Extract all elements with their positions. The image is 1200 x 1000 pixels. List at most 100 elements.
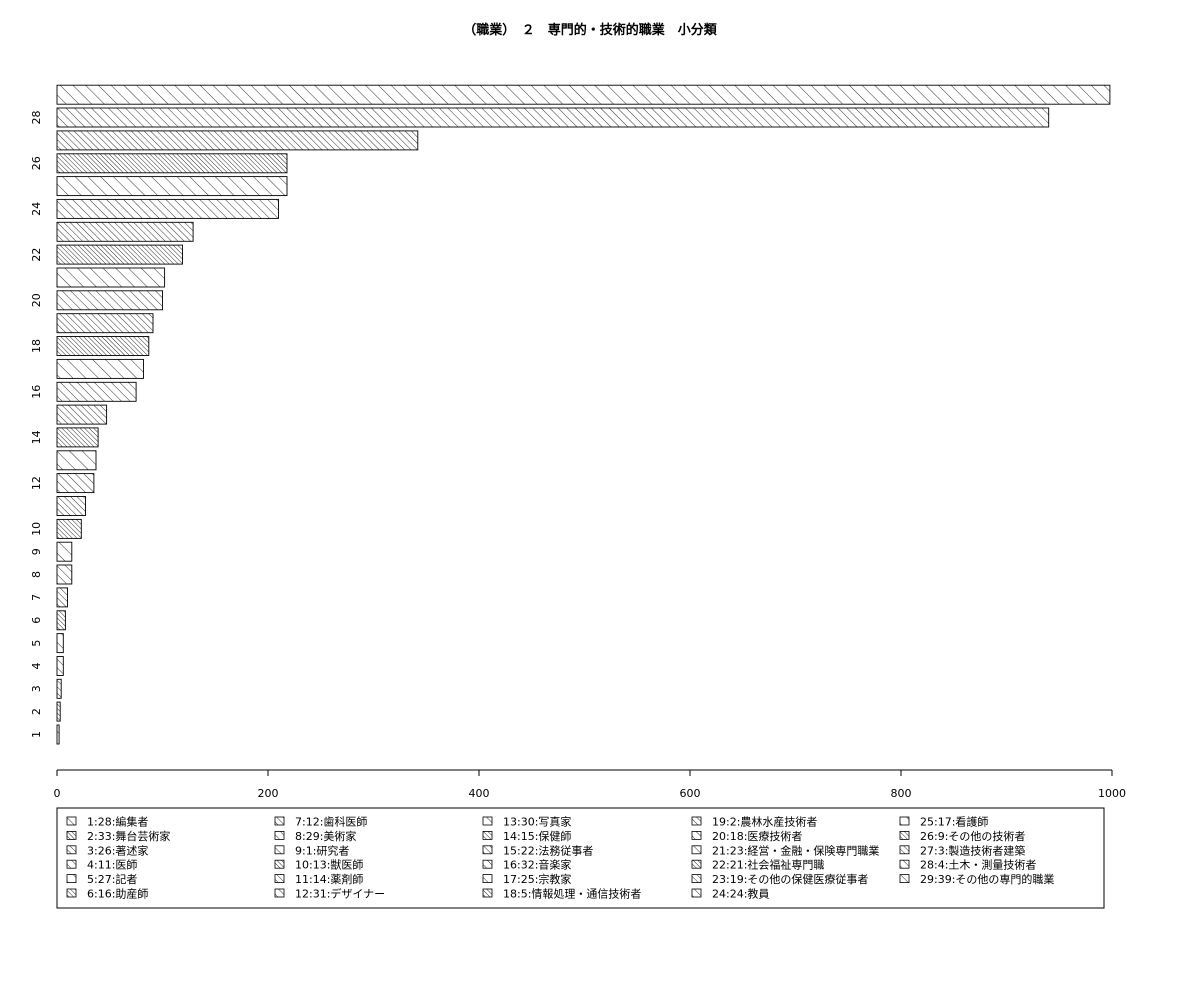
- legend-entry: 8:29:美術家: [295, 829, 356, 843]
- bar-27: [56, 130, 419, 151]
- y-tick-label: 26: [30, 156, 43, 170]
- legend-entry: 21:23:経営・金融・保険専門職業: [712, 843, 879, 857]
- bar-29: [56, 84, 1111, 105]
- bar-6: [56, 610, 66, 631]
- y-tick-label: 1: [30, 731, 43, 738]
- legend-swatch: [899, 831, 910, 840]
- y-tick-label: 7: [30, 594, 43, 601]
- legend-swatch: [66, 859, 77, 869]
- legend-entry: 9:1:研究者: [295, 843, 349, 857]
- y-tick-label: 12: [30, 476, 43, 490]
- legend-swatch: [274, 859, 285, 869]
- legend-swatch: [274, 816, 285, 826]
- bar-20: [56, 290, 163, 311]
- legend-swatch: [691, 888, 702, 898]
- legend-entry: 11:14:薬剤師: [295, 872, 363, 886]
- legend-entry: 15:22:法務従事者: [503, 843, 593, 857]
- legend-entry: 29:39:その他の専門的職業: [920, 872, 1054, 886]
- x-tick-label: 400: [469, 787, 490, 800]
- bar-4: [56, 656, 64, 676]
- legend-entry: 25:17:看護師: [920, 815, 988, 829]
- legend-swatch: [66, 845, 77, 855]
- legend-entry: 16:32:音楽家: [503, 858, 571, 872]
- legend-swatch: [691, 874, 702, 883]
- x-tick-label: 200: [258, 787, 279, 800]
- legend-swatch: [274, 874, 285, 883]
- legend-swatch: [274, 845, 285, 855]
- legend-swatch: [274, 831, 285, 840]
- y-tick-label: 20: [30, 293, 43, 307]
- legend-entry: 13:30:写真家: [503, 815, 571, 829]
- bar-9: [56, 541, 73, 562]
- legend-entry: 14:15:保健師: [503, 829, 571, 843]
- legend-swatch: [899, 816, 910, 826]
- x-tick-label: 800: [891, 787, 912, 800]
- bar-24: [56, 198, 279, 219]
- legend-swatch: [274, 888, 285, 898]
- bars-group: [56, 84, 1111, 745]
- legend-entry: 23:19:その他の保健医療従事者: [712, 872, 868, 886]
- bar-8: [56, 564, 73, 585]
- y-tick-label: 5: [30, 640, 43, 647]
- bar-7: [56, 587, 68, 608]
- legend-swatch: [482, 845, 493, 855]
- bar-12: [56, 473, 95, 494]
- legend-swatch: [482, 859, 493, 869]
- x-tick-label: 0: [54, 787, 61, 800]
- legend-entry: 3:26:著述家: [87, 843, 148, 857]
- x-tick-label: 1000: [1098, 787, 1126, 800]
- bar-15: [56, 404, 108, 425]
- bar-22: [56, 244, 183, 265]
- bar-23: [56, 221, 194, 242]
- bar-25: [56, 176, 288, 197]
- bar-2: [56, 701, 61, 722]
- bar-17: [56, 358, 144, 379]
- legend-entry: 4:11:医師: [87, 859, 137, 872]
- legend-entry: 22:21:社会福祉専門職: [712, 858, 824, 872]
- legend-swatch: [899, 859, 910, 869]
- legend-swatch: [691, 831, 702, 840]
- y-tick-label: 18: [30, 339, 43, 353]
- bar-18: [56, 336, 150, 356]
- x-axis: 0 200 400 600 800 1000: [54, 769, 1126, 800]
- legend-swatch: [482, 816, 493, 826]
- bar-28: [56, 107, 1050, 128]
- bar-3: [56, 678, 62, 699]
- legend-swatch: [482, 874, 493, 883]
- legend-entry: 6:16:助産師: [87, 887, 148, 901]
- legend-swatch: [66, 874, 77, 883]
- legend-swatch: [66, 831, 77, 840]
- legend-entry: 18:5:情報処理・通信技術者: [503, 888, 641, 901]
- y-tick-label: 9: [30, 548, 43, 555]
- legend-entry: 5:27:記者: [87, 872, 137, 886]
- y-tick-label: 4: [30, 663, 43, 670]
- legend-swatch: [66, 816, 77, 826]
- legend-swatch: [899, 845, 910, 855]
- bar-19: [56, 313, 154, 334]
- y-tick-label: 28: [30, 111, 43, 125]
- legend-swatch: [691, 845, 702, 855]
- legend-entry: 19:2:農林水産技術者: [712, 815, 817, 829]
- bar-11: [56, 496, 86, 516]
- y-tick-label: 16: [30, 385, 43, 399]
- legend-entry: 7:12:歯科医師: [295, 815, 367, 829]
- legend-swatch: [482, 888, 493, 898]
- bar-10: [56, 518, 82, 539]
- y-tick-label: 22: [30, 248, 43, 262]
- legend-entry: 26:9:その他の技術者: [920, 830, 1025, 843]
- y-tick-label: 6: [30, 617, 43, 624]
- y-tick-label: 8: [30, 571, 43, 578]
- legend-entry: 10:13:獣医師: [295, 858, 363, 872]
- legend-entry: 17:25:宗教家: [503, 872, 571, 886]
- legend-swatch: [691, 859, 702, 869]
- y-tick-label: 2: [30, 708, 43, 715]
- legend-swatch: [482, 831, 493, 840]
- legend-entry: 28:4:土木・測量技術者: [920, 858, 1036, 872]
- legend-box: [56, 807, 1105, 909]
- legend-entry: 20:18:医療技術者: [712, 829, 802, 843]
- legend-swatch: [899, 874, 910, 883]
- bar-13: [56, 450, 97, 471]
